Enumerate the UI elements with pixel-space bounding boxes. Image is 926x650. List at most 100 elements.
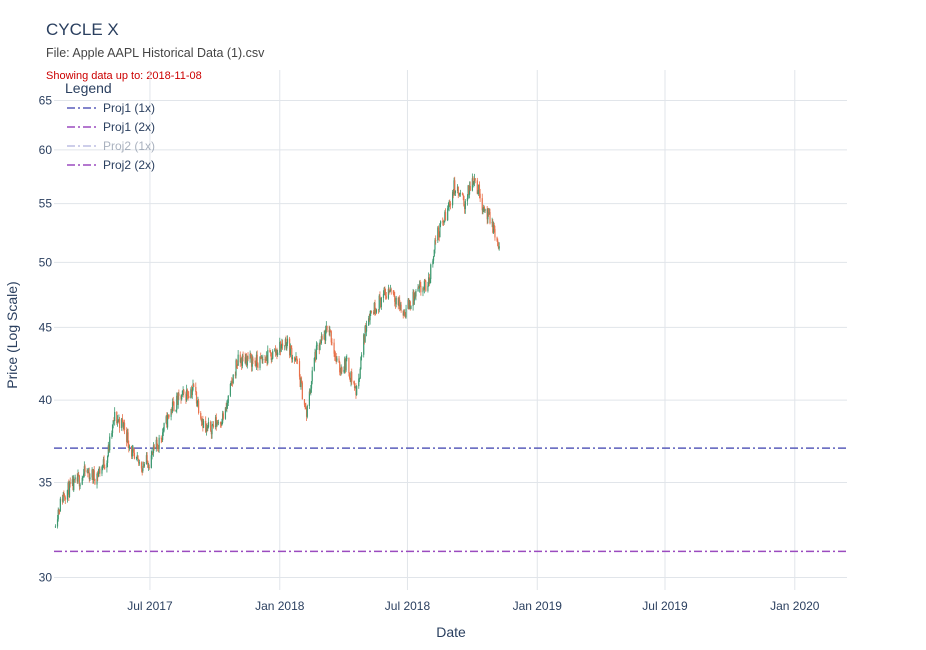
candle (323, 330, 325, 340)
candle (453, 177, 455, 196)
candle (358, 373, 360, 389)
candle (280, 344, 282, 353)
candle (489, 208, 491, 225)
candle (269, 348, 271, 353)
candle (147, 462, 150, 471)
candle (255, 351, 258, 370)
candle (358, 377, 361, 383)
candle (392, 290, 394, 295)
candle (56, 515, 59, 529)
candle (379, 291, 381, 301)
legend[interactable]: Legend Proj1 (1x) Proj1 (2x) Proj2 (1x) Pro… (65, 80, 155, 172)
candle (432, 258, 434, 268)
candle (471, 173, 473, 192)
candle (429, 277, 431, 285)
candle (262, 354, 264, 364)
candle (398, 297, 400, 307)
candle (98, 466, 100, 474)
candle (188, 391, 190, 399)
x-tick-label: Jan 2019 (513, 599, 563, 613)
candle (407, 297, 409, 309)
candle (319, 339, 321, 351)
candle (422, 286, 424, 297)
candle (221, 418, 223, 426)
candle (364, 325, 366, 343)
candle (271, 357, 273, 363)
candle (452, 190, 454, 209)
candle (444, 210, 446, 223)
candle (73, 474, 75, 493)
candle (59, 496, 61, 512)
candle (72, 476, 74, 491)
candle (345, 356, 347, 373)
candle (166, 412, 169, 430)
candle (236, 363, 239, 370)
candle (328, 325, 330, 336)
candle (99, 466, 101, 477)
candle (301, 381, 303, 400)
candle (369, 310, 371, 325)
candle (74, 474, 76, 483)
candle (186, 388, 188, 400)
candle (449, 201, 452, 210)
legend-item[interactable]: Proj1 (2x) (67, 120, 155, 134)
candle (373, 301, 375, 315)
candle (269, 350, 272, 357)
candle (413, 289, 415, 305)
candle (146, 452, 148, 465)
candle (58, 508, 60, 515)
candle (141, 468, 143, 476)
candle (387, 284, 390, 300)
candle (79, 482, 81, 490)
candle (334, 350, 336, 361)
candle (86, 467, 88, 474)
candle (163, 422, 165, 433)
candle (211, 420, 213, 439)
candle (239, 351, 241, 367)
candle (399, 302, 402, 311)
candle (388, 287, 390, 295)
candle (246, 355, 248, 369)
candle (363, 333, 365, 358)
y-tick-label: 55 (39, 197, 53, 211)
candle (382, 290, 385, 303)
candle (185, 391, 187, 404)
candle (222, 410, 224, 425)
legend-item[interactable]: Proj2 (1x) (67, 139, 155, 153)
candle (414, 291, 416, 299)
candle (152, 451, 154, 456)
candle (350, 371, 352, 387)
candle (286, 335, 289, 347)
candle (303, 398, 306, 408)
candle (57, 507, 59, 522)
candle (81, 475, 83, 486)
candle (102, 464, 104, 471)
candle (178, 389, 180, 400)
legend-item[interactable]: Proj1 (1x) (67, 101, 155, 115)
candle (423, 279, 425, 294)
candle (157, 443, 159, 452)
candle (106, 460, 108, 473)
candle (437, 226, 439, 244)
x-axis-title: Date (436, 624, 466, 640)
legend-label: Proj2 (1x) (103, 139, 155, 153)
candle (310, 385, 312, 396)
candle (132, 445, 134, 452)
candle (452, 189, 454, 199)
candle (478, 184, 480, 197)
legend-item[interactable]: Proj2 (2x) (67, 158, 155, 172)
candle (336, 356, 338, 363)
candle (348, 357, 350, 377)
candle (158, 434, 160, 453)
candle (409, 300, 411, 311)
candle (274, 347, 276, 352)
legend-title: Legend (65, 80, 112, 96)
candle (101, 465, 103, 477)
x-tick-label: Jan 2020 (770, 599, 820, 613)
candle (148, 464, 150, 470)
candle (97, 468, 100, 478)
x-tick-label: Jul 2019 (642, 599, 688, 613)
candle (207, 425, 209, 432)
candle (313, 357, 315, 372)
candle (226, 399, 229, 409)
